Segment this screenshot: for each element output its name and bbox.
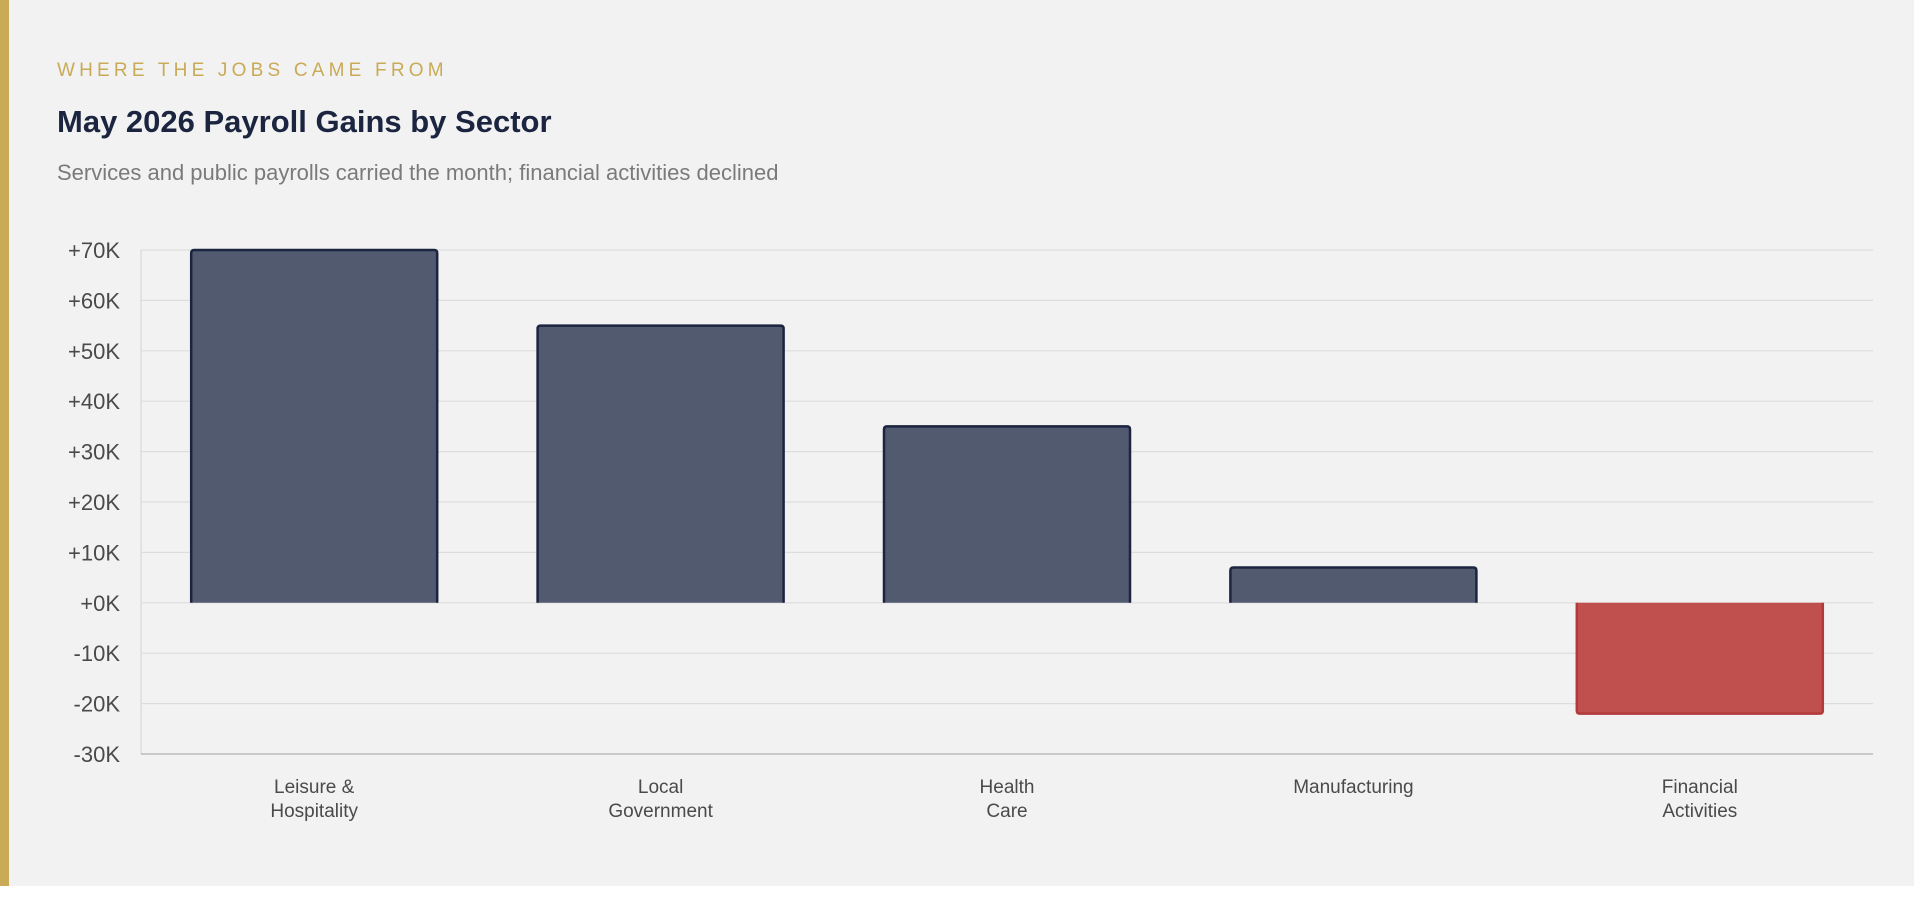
y-tick-label: +0K bbox=[80, 591, 120, 616]
bar-fill bbox=[537, 325, 784, 603]
x-category-label-line: Health bbox=[980, 777, 1035, 798]
y-tick-label: +40K bbox=[68, 389, 120, 414]
x-category-label-line: Activities bbox=[1662, 801, 1737, 822]
x-category-label: Manufacturing bbox=[1293, 777, 1413, 798]
y-tick-label: -20K bbox=[74, 692, 121, 717]
category-labels: Leisure & Hospitality Local Government Healt… bbox=[270, 777, 1737, 822]
axes bbox=[140, 250, 1873, 755]
x-category-label: Financial Activities bbox=[1662, 777, 1738, 822]
y-tick-labels: +70K +60K +50K +40K +30K +20K +10K +0K -10K -20K -… bbox=[68, 238, 120, 767]
x-category-label-line: Financial bbox=[1662, 777, 1738, 798]
x-category-label-line: Local bbox=[638, 777, 683, 798]
x-category-label: Leisure & Hospitality bbox=[270, 777, 358, 822]
y-tick-label: +20K bbox=[68, 490, 120, 515]
bar bbox=[189, 248, 439, 603]
y-tick-label: -30K bbox=[74, 742, 121, 767]
bars bbox=[189, 248, 1825, 715]
y-tick-label: +50K bbox=[68, 339, 120, 364]
bar bbox=[536, 324, 785, 603]
bar bbox=[1575, 602, 1825, 715]
y-tick-label: +70K bbox=[68, 238, 120, 263]
x-category-label-line: Manufacturing bbox=[1293, 777, 1413, 798]
chart-subtitle: Services and public payrolls carried the… bbox=[57, 160, 779, 185]
y-tick-label: +30K bbox=[68, 440, 120, 465]
y-tick-label: -10K bbox=[74, 641, 121, 666]
y-tick-label: +10K bbox=[68, 540, 120, 565]
bar-fill bbox=[1576, 602, 1823, 714]
bar bbox=[882, 425, 1132, 603]
chart-eyebrow: WHERE THE JOBS CAME FROM bbox=[57, 60, 448, 81]
x-category-label: Local Government bbox=[608, 777, 713, 822]
y-tick-label: +60K bbox=[68, 288, 120, 313]
bar-fill bbox=[884, 426, 1130, 603]
x-category-label-line: Care bbox=[986, 801, 1027, 822]
x-category-label-line: Hospitality bbox=[270, 801, 358, 822]
x-category-label-line: Government bbox=[608, 801, 713, 822]
bar-fill bbox=[1230, 567, 1477, 603]
bar bbox=[1229, 566, 1478, 603]
x-category-label-line: Leisure & bbox=[274, 777, 355, 798]
accent-bar bbox=[0, 0, 9, 886]
bar-fill bbox=[191, 250, 438, 603]
chart-title: May 2026 Payroll Gains by Sector bbox=[57, 104, 552, 139]
x-category-label: Health Care bbox=[980, 777, 1035, 822]
